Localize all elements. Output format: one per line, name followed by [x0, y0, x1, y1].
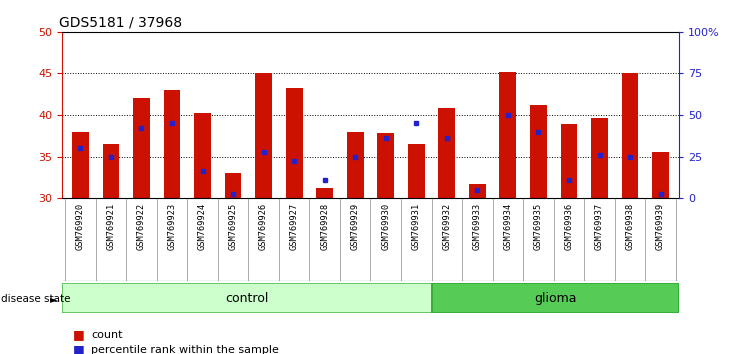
Text: GDS5181 / 37968: GDS5181 / 37968 [59, 15, 182, 29]
Text: GSM769927: GSM769927 [290, 202, 299, 250]
Text: GSM769920: GSM769920 [76, 202, 85, 250]
Text: GSM769930: GSM769930 [381, 202, 391, 250]
Bar [255, 73, 272, 198]
Bar [561, 124, 577, 198]
Text: glioma: glioma [534, 292, 577, 306]
Text: GSM769937: GSM769937 [595, 202, 604, 250]
Bar [591, 118, 608, 198]
Bar [102, 144, 119, 198]
Bar [316, 188, 333, 198]
Bar [408, 144, 425, 198]
Text: ►: ► [50, 294, 58, 304]
Bar [469, 184, 485, 198]
Text: GSM769936: GSM769936 [564, 202, 574, 250]
Text: GSM769938: GSM769938 [626, 202, 634, 250]
Text: GSM769932: GSM769932 [442, 202, 451, 250]
Text: GSM769923: GSM769923 [167, 202, 177, 250]
Bar [62, 283, 431, 313]
Bar [133, 98, 150, 198]
Text: GSM769929: GSM769929 [350, 202, 360, 250]
Text: GSM769921: GSM769921 [107, 202, 115, 250]
Text: control: control [225, 292, 269, 306]
Bar [431, 283, 679, 313]
Text: GSM769922: GSM769922 [137, 202, 146, 250]
Bar [194, 113, 211, 198]
Text: GSM769935: GSM769935 [534, 202, 543, 250]
Text: ■: ■ [73, 328, 85, 341]
Text: disease state: disease state [1, 294, 70, 304]
Text: GSM769925: GSM769925 [228, 202, 237, 250]
Bar [285, 87, 302, 198]
Bar [347, 132, 364, 198]
Bar [530, 105, 547, 198]
Text: count: count [91, 330, 123, 339]
Text: GSM769939: GSM769939 [656, 202, 665, 250]
Text: GSM769933: GSM769933 [473, 202, 482, 250]
Text: GSM769924: GSM769924 [198, 202, 207, 250]
Bar [652, 153, 669, 198]
Bar [499, 72, 516, 198]
Text: GSM769931: GSM769931 [412, 202, 420, 250]
Text: percentile rank within the sample: percentile rank within the sample [91, 345, 279, 354]
Bar [439, 108, 456, 198]
Text: ■: ■ [73, 343, 85, 354]
Text: GSM769934: GSM769934 [504, 202, 512, 250]
Bar [377, 133, 394, 198]
Bar [164, 90, 180, 198]
Text: GSM769926: GSM769926 [259, 202, 268, 250]
Text: GSM769928: GSM769928 [320, 202, 329, 250]
Bar [72, 132, 89, 198]
Bar [225, 173, 242, 198]
Bar [622, 73, 639, 198]
